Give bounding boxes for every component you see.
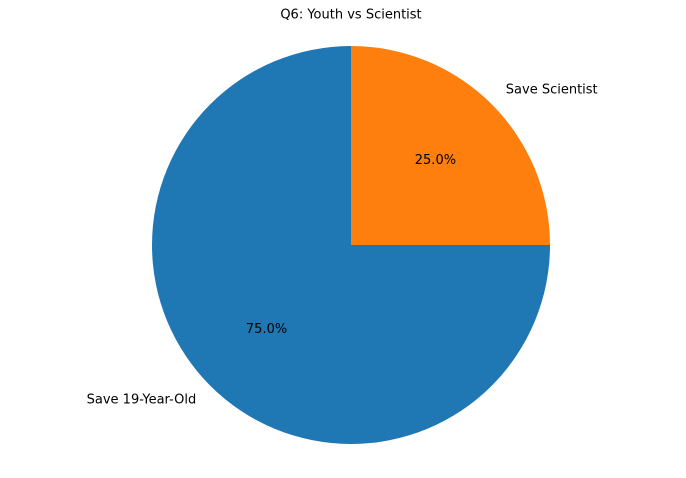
slice-label: Save Scientist bbox=[506, 83, 598, 98]
percent-label: 25.0% bbox=[415, 153, 456, 168]
pie-slice bbox=[351, 46, 550, 245]
slice-label: Save 19-Year-Old bbox=[87, 392, 197, 407]
chart-title: Q6: Youth vs Scientist bbox=[280, 8, 421, 23]
percent-label: 75.0% bbox=[246, 322, 287, 337]
